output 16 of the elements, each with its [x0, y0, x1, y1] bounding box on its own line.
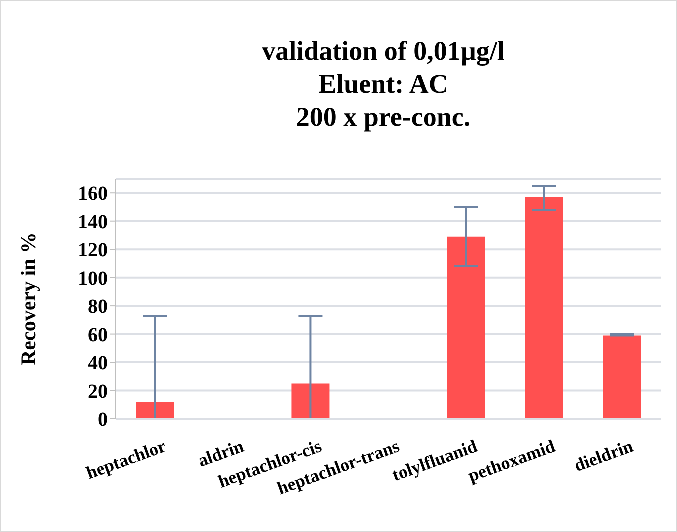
y-tick-label: 100 [78, 268, 108, 290]
y-tick-label: 20 [88, 380, 108, 403]
bar [603, 336, 642, 419]
y-tick-label: 60 [88, 324, 108, 346]
y-tick-label: 120 [78, 240, 108, 262]
y-tick-label: 0 [98, 409, 108, 432]
y-tick-label: 40 [88, 352, 108, 375]
chart-title: validation of 0,01µg/l Eluent: AC 200 x pre-conc. [261, 35, 506, 134]
y-tick-label: 160 [78, 183, 108, 206]
y-axis-title: Recovery in % [16, 232, 40, 366]
bar [292, 384, 330, 419]
bar [447, 236, 486, 419]
bar [525, 197, 564, 419]
x-tick-label: dieldrin [572, 436, 636, 476]
y-tick-label: 80 [88, 296, 108, 318]
y-tick-label: 140 [78, 211, 108, 234]
